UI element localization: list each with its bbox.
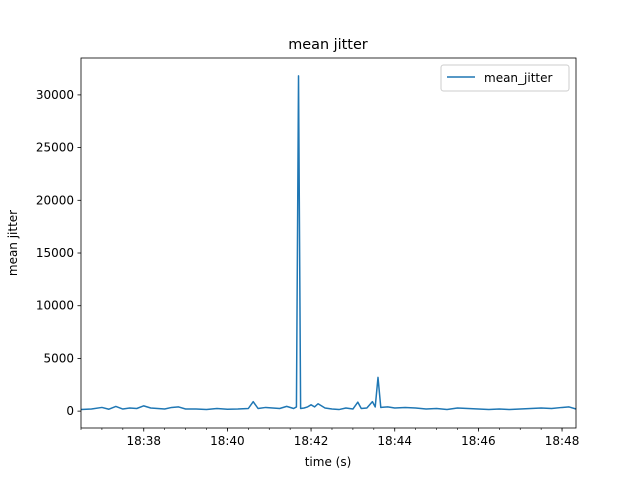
- x-tick-label: 18:42: [294, 434, 329, 448]
- y-tick-label: 15000: [36, 246, 74, 260]
- x-tick-label: 18:46: [461, 434, 496, 448]
- x-tick-label: 18:44: [377, 434, 412, 448]
- x-axis-label: time (s): [305, 455, 352, 469]
- y-tick-label: 30000: [36, 88, 74, 102]
- y-tick-label: 0: [66, 404, 74, 418]
- x-tick-label: 18:38: [126, 434, 161, 448]
- legend-box: [440, 64, 570, 92]
- y-tick-label: 5000: [43, 351, 74, 365]
- y-tick-label: 20000: [36, 193, 74, 207]
- y-tick-label: 25000: [36, 141, 74, 155]
- series-line-0: [80, 75, 577, 411]
- axes-frame: [80, 57, 577, 429]
- legend-label: mean_jitter: [484, 71, 552, 85]
- legend: mean_jitter: [440, 64, 570, 92]
- plot-area: [80, 75, 577, 411]
- y-axis-label: mean jitter: [6, 210, 20, 276]
- axes: 0 5000 10000 15000 20000 25000 30000 18:38 18:40…: [36, 57, 580, 448]
- y-tick-label: 10000: [36, 299, 74, 313]
- chart-title: mean jitter: [288, 37, 368, 53]
- x-tick-label: 18:48: [545, 434, 580, 448]
- x-tick-label: 18:40: [210, 434, 245, 448]
